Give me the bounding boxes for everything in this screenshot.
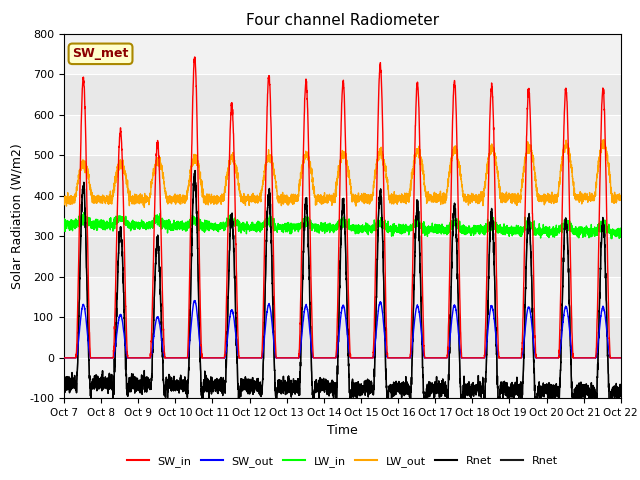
LW_in	[322, 222, 330, 228]
Rnet	[322, 376, 330, 382]
Line: LW_out: LW_out	[64, 140, 621, 207]
LW_in	[60, 219, 68, 225]
SW_in	[322, 355, 330, 361]
SW_in	[191, 54, 198, 60]
Y-axis label: Solar Radiation (W/m2): Solar Radiation (W/m2)	[11, 143, 24, 289]
Rnet	[606, 410, 614, 416]
SW_in	[499, 355, 507, 361]
Line: SW_in: SW_in	[64, 57, 621, 358]
Line: SW_out: SW_out	[64, 300, 621, 358]
SW_in	[467, 355, 475, 361]
Rnet	[60, 378, 68, 384]
LW_out	[322, 199, 330, 205]
SW_out	[467, 355, 475, 361]
LW_out	[499, 195, 507, 201]
Line: LW_in: LW_in	[64, 213, 621, 239]
Rnet	[436, 393, 444, 399]
Bar	[64, 34, 621, 74]
Rnet	[467, 391, 475, 397]
Rnet	[160, 383, 168, 389]
Rnet	[617, 390, 625, 396]
Text: SW_met: SW_met	[72, 48, 129, 60]
Bar	[64, 115, 621, 155]
SW_out	[617, 355, 625, 361]
LW_out	[600, 137, 607, 143]
Rnet	[160, 383, 168, 389]
Rnet	[436, 394, 444, 400]
LW_out	[161, 181, 168, 187]
Legend: SW_in, SW_out, LW_in, LW_out, Rnet, Rnet: SW_in, SW_out, LW_in, LW_out, Rnet, Rnet	[122, 451, 563, 471]
LW_in	[499, 228, 507, 234]
SW_in	[60, 355, 68, 361]
Rnet	[499, 385, 507, 391]
LW_out	[436, 188, 444, 194]
LW_in	[161, 219, 168, 225]
SW_in	[160, 343, 168, 348]
LW_out	[467, 194, 475, 200]
LW_out	[616, 195, 624, 201]
SW_out	[436, 355, 444, 361]
Rnet	[60, 378, 68, 384]
Line: Rnet: Rnet	[64, 171, 621, 413]
LW_in	[80, 210, 88, 216]
LW_out	[60, 196, 68, 202]
SW_in	[436, 355, 444, 361]
Rnet	[322, 377, 330, 383]
SW_out	[191, 298, 198, 303]
Rnet	[499, 385, 507, 391]
Rnet	[616, 386, 624, 392]
Rnet	[191, 168, 199, 174]
SW_out	[322, 355, 330, 361]
X-axis label: Time: Time	[327, 424, 358, 437]
Rnet	[606, 410, 614, 416]
Rnet	[467, 392, 475, 397]
Bar	[64, 277, 621, 317]
Line: Rnet: Rnet	[64, 170, 621, 413]
LW_in	[608, 236, 616, 241]
SW_in	[616, 355, 624, 361]
Rnet	[617, 390, 625, 396]
SW_out	[499, 355, 507, 361]
Bar	[64, 196, 621, 236]
SW_out	[160, 353, 168, 359]
LW_out	[140, 204, 148, 210]
SW_out	[60, 355, 68, 361]
Bar	[64, 358, 621, 398]
SW_out	[616, 355, 624, 361]
Rnet	[616, 387, 624, 393]
LW_in	[616, 228, 624, 234]
LW_in	[467, 230, 475, 236]
SW_in	[617, 355, 625, 361]
LW_in	[617, 230, 625, 236]
LW_in	[436, 228, 444, 234]
Rnet	[191, 168, 199, 173]
LW_out	[617, 197, 625, 203]
Title: Four channel Radiometer: Four channel Radiometer	[246, 13, 439, 28]
